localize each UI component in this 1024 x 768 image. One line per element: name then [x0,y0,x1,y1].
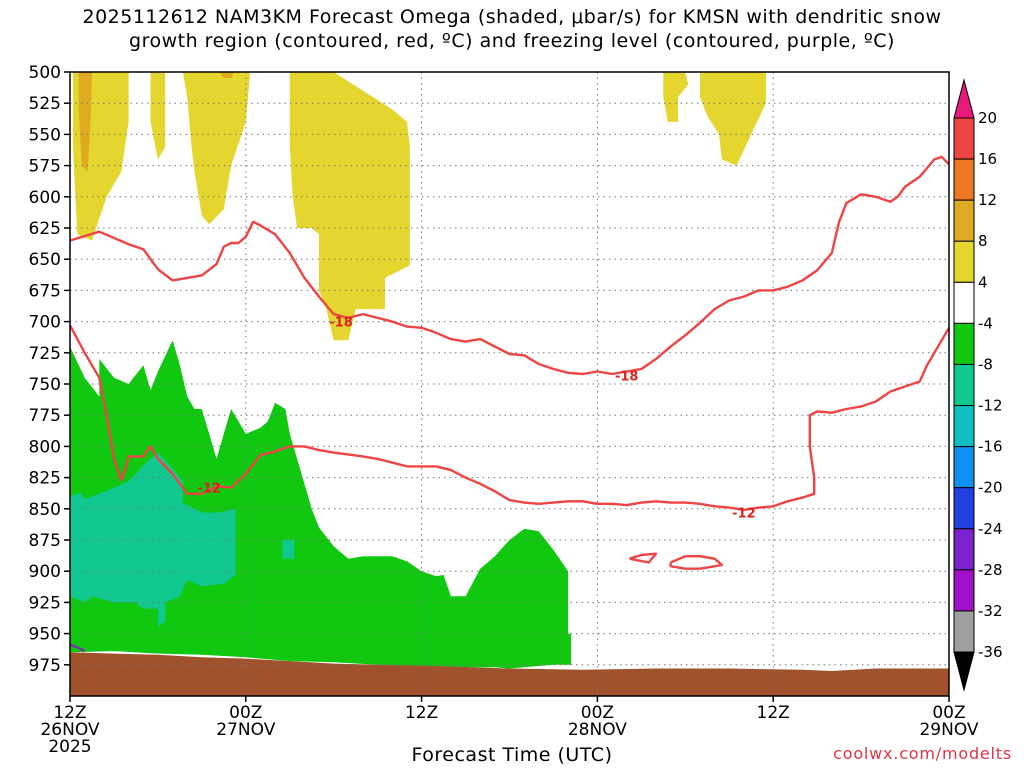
colorbar-swatch [953,158,975,201]
colorbar-swatch [953,363,975,407]
contour--12 [68,324,951,512]
colorbar-label: 20 [978,109,997,127]
chart-title-line1: 2025112612 NAM3KM Forecast Omega (shaded… [82,6,942,28]
colorbar-swatch [953,281,975,324]
grid-lines [69,71,950,696]
y-tick-label: 950 [29,625,61,645]
y-tick-label: 525 [29,94,61,114]
omega-neg8-region [282,540,295,559]
colorbar-swatch [953,487,975,530]
colorbar-top-arrow [953,78,975,119]
omega-pos4-region [663,72,689,122]
colorbar-label: -8 [978,355,993,373]
omega-pos4-region [182,72,251,225]
colorbar-bottom-arrow [953,651,975,692]
ground-fill [70,652,949,696]
contour-label: -18 [615,369,639,384]
colorbar-label: -28 [978,561,1003,579]
contour-label: -18 [329,316,353,331]
y-tick-label: 650 [29,250,61,270]
x-tick-label: 12Z [757,703,790,723]
omega-pos8-region [219,72,235,79]
colorbar-label: -24 [978,520,1003,538]
colorbar-swatch [953,322,975,365]
colorbar-label: -12 [978,397,1003,415]
x-tick-label: 29NOV [919,720,978,740]
y-tick-label: 500 [29,63,61,83]
freezing-level-contour [69,643,86,653]
colorbar-swatch [953,117,975,160]
y-tick-label: 625 [29,219,61,239]
omega-neg4-region [70,340,571,669]
colorbar-swatch [953,569,975,612]
x-tick-label: 00Z [581,703,614,723]
y-tick-label: 800 [29,437,61,457]
colorbar-label: -16 [978,438,1003,456]
omega-pos8-region [78,72,92,172]
omega-pos4-region [150,72,166,160]
colorbar-label: -32 [978,602,1003,620]
x-tick-label: 12Z [53,703,86,723]
x-tick-label: 27NOV [216,720,275,740]
x-tick-label: 26NOV [40,720,99,740]
contour-label: -12 [732,507,756,522]
x-tick-label: 28NOV [568,720,627,740]
y-tick-label: 600 [29,188,61,208]
colorbar-swatch [953,528,975,571]
temperature-contours [68,155,951,653]
colorbar-swatch [953,446,975,489]
colorbar: 20 16 12 8 4 -4 -8 -12 -16 -20 -24 -28 -32 -36 [953,78,1003,692]
contour--12-closed2 [669,555,724,570]
x-tick-label: 00Z [932,703,965,723]
y-tick-label: 975 [29,656,61,676]
x-tick-label: 12Z [405,703,438,723]
chart-title-line2: growth region (contoured, red, ºC) and f… [129,30,895,52]
y-tick-label: 550 [29,125,61,145]
y-tick-label: 575 [29,157,61,177]
colorbar-label: -36 [978,643,1003,661]
y-tick-label: 700 [29,313,61,333]
omega-pos4-region [289,72,410,341]
y-tick-label: 925 [29,593,61,613]
colorbar-label: 16 [978,150,997,168]
omega-neg8-region [84,540,100,559]
x-tick-label: 00Z [229,703,262,723]
ground-layer [70,652,949,696]
x-axis-title: Forecast Time (UTC) [411,744,613,766]
y-tick-label: 875 [29,531,61,551]
contour-labels: -18 -18 -12 -12 [197,316,756,522]
contour-label: -12 [197,482,221,497]
colorbar-label: -4 [978,314,993,332]
credit-text: coolwx.com/modelts [833,744,1012,763]
y-tick-label: 900 [29,562,61,582]
colorbar-swatch [953,405,975,448]
omega-shading [70,72,766,669]
contour--18 [69,155,950,376]
y-tick-label: 775 [29,406,61,426]
y-tick-label: 850 [29,500,61,520]
y-tick-label: 725 [29,344,61,364]
colorbar-swatch [953,199,975,242]
y-tick-label: 825 [29,469,61,489]
contour--12-closed1 [629,552,658,564]
colorbar-label: 12 [978,191,997,209]
y-tick-label: 750 [29,375,61,395]
y-axis: 500 525 550 575 600 625 650 675 700 725 750 775 800 8… [29,63,70,676]
y-tick-label: 675 [29,281,61,301]
colorbar-label: 4 [978,273,988,291]
colorbar-swatch [953,610,975,653]
colorbar-label: 8 [978,232,988,250]
omega-pos4-region [700,72,766,166]
colorbar-swatch [953,240,975,283]
x-tick-label: 2025 [48,737,91,757]
colorbar-label: -20 [978,479,1003,497]
